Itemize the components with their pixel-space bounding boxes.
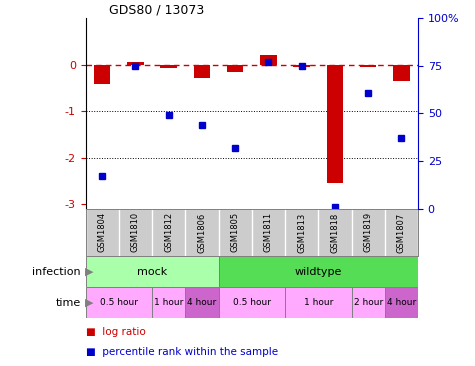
Text: ■  percentile rank within the sample: ■ percentile rank within the sample: [86, 347, 277, 357]
Text: mock: mock: [137, 267, 167, 277]
Text: wildtype: wildtype: [294, 267, 342, 277]
Bar: [86, 287, 152, 318]
Text: GSM1819: GSM1819: [364, 212, 372, 253]
Bar: [86, 256, 218, 287]
Bar: [218, 256, 418, 287]
Bar: [393, 65, 410, 81]
Text: infection: infection: [32, 267, 81, 277]
Text: ▶: ▶: [85, 298, 93, 308]
Text: GSM1813: GSM1813: [297, 212, 306, 253]
Text: GSM1811: GSM1811: [264, 212, 273, 253]
Bar: [185, 287, 218, 318]
Text: 2 hour: 2 hour: [353, 298, 383, 307]
Bar: [360, 65, 377, 67]
Bar: [160, 65, 177, 67]
Text: 4 hour: 4 hour: [387, 298, 416, 307]
Text: ■  log ratio: ■ log ratio: [86, 326, 145, 337]
Text: GSM1804: GSM1804: [98, 212, 106, 253]
Bar: [94, 65, 110, 84]
Text: GSM1812: GSM1812: [164, 212, 173, 253]
Bar: [285, 287, 352, 318]
Text: 0.5 hour: 0.5 hour: [233, 298, 271, 307]
Text: GSM1810: GSM1810: [131, 212, 140, 253]
Text: 4 hour: 4 hour: [187, 298, 217, 307]
Bar: [327, 65, 343, 183]
Text: 1 hour: 1 hour: [154, 298, 183, 307]
Bar: [152, 287, 185, 318]
Bar: [218, 287, 285, 318]
Bar: [385, 287, 418, 318]
Text: 1 hour: 1 hour: [304, 298, 333, 307]
Text: 0.5 hour: 0.5 hour: [100, 298, 138, 307]
Text: GSM1818: GSM1818: [331, 212, 339, 253]
Text: ▶: ▶: [85, 267, 93, 277]
Text: GSM1807: GSM1807: [397, 212, 406, 253]
Text: GSM1805: GSM1805: [231, 212, 239, 253]
Bar: [352, 287, 385, 318]
Bar: [227, 65, 244, 72]
Bar: [194, 65, 210, 78]
Text: time: time: [56, 298, 81, 308]
Bar: [293, 65, 310, 67]
Bar: [127, 62, 143, 65]
Text: GSM1806: GSM1806: [198, 212, 206, 253]
Text: GDS80 / 13073: GDS80 / 13073: [109, 3, 205, 16]
Bar: [260, 55, 276, 65]
